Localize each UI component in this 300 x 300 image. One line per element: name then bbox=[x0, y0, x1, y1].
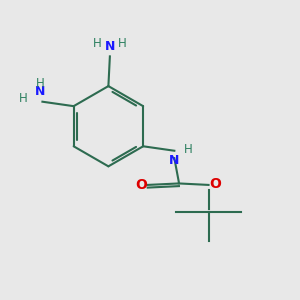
Text: H: H bbox=[36, 77, 44, 90]
Text: O: O bbox=[135, 178, 147, 192]
Text: H: H bbox=[19, 92, 28, 105]
Text: N: N bbox=[169, 154, 179, 167]
Text: O: O bbox=[209, 177, 221, 191]
Text: H: H bbox=[118, 37, 127, 50]
Text: N: N bbox=[105, 40, 115, 53]
Text: H: H bbox=[184, 143, 193, 156]
Text: N: N bbox=[35, 85, 45, 98]
Text: H: H bbox=[93, 37, 102, 50]
